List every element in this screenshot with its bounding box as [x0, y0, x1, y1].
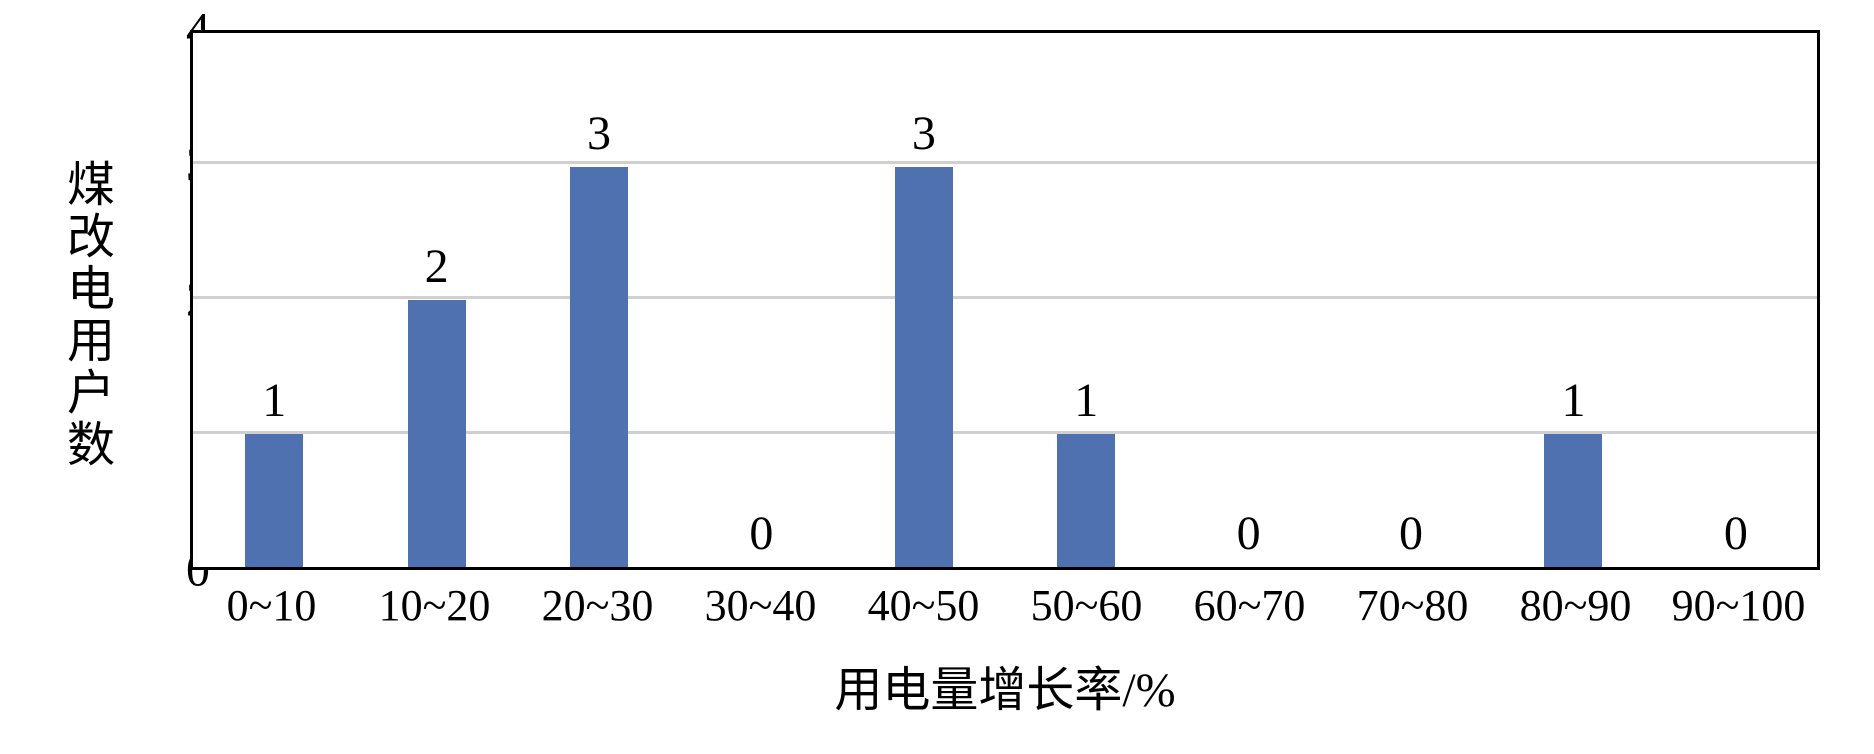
bar-value-label: 2: [425, 239, 449, 294]
plot-area: 1 2 3 0 3 1 0: [190, 30, 1820, 570]
bar-value-label: 0: [1724, 506, 1748, 561]
x-tick-label: 0~10: [190, 580, 353, 631]
bar-slot: 1: [1005, 33, 1167, 567]
x-tick-label: 30~40: [679, 580, 842, 631]
bar-value-label: 3: [912, 106, 936, 161]
bar-slot: 2: [355, 33, 517, 567]
bar-value-label: 3: [587, 106, 611, 161]
bar-chart: 煤改电用户数 0 1 2 3 4 1 2 3 0: [50, 10, 1850, 744]
x-tick-label: 10~20: [353, 580, 516, 631]
bar-20-30: [570, 167, 628, 568]
x-tick-label: 70~80: [1331, 580, 1494, 631]
bar-slot: 1: [193, 33, 355, 567]
x-tick-label: 90~100: [1657, 580, 1820, 631]
bar-slot: 0: [1330, 33, 1492, 567]
bar-0-10: [245, 434, 303, 568]
bar-slot: 3: [518, 33, 680, 567]
x-tick-label: 60~70: [1168, 580, 1331, 631]
x-tick-label: 40~50: [842, 580, 1005, 631]
bar-value-label: 0: [749, 506, 773, 561]
x-ticks: 0~10 10~20 20~30 30~40 40~50 50~60 60~70…: [190, 580, 1820, 631]
bar-10-20: [408, 300, 466, 567]
bar-value-label: 0: [1399, 506, 1423, 561]
bar-50-60: [1057, 434, 1115, 568]
x-axis-label: 用电量增长率/%: [190, 650, 1820, 720]
bar-40-50: [895, 167, 953, 568]
x-tick-label: 20~30: [516, 580, 679, 631]
bar-value-label: 1: [1561, 373, 1585, 428]
bar-80-90: [1544, 434, 1602, 568]
bar-value-label: 1: [1074, 373, 1098, 428]
bar-value-label: 1: [262, 373, 286, 428]
bar-slot: 3: [843, 33, 1005, 567]
bars-container: 1 2 3 0 3 1 0: [193, 33, 1817, 567]
bar-slot: 0: [1167, 33, 1329, 567]
bar-slot: 0: [1655, 33, 1817, 567]
y-axis-label: 煤改电用户数: [50, 159, 120, 471]
bar-slot: 0: [680, 33, 842, 567]
bar-slot: 1: [1492, 33, 1654, 567]
bar-value-label: 0: [1237, 506, 1261, 561]
x-tick-label: 50~60: [1005, 580, 1168, 631]
x-tick-label: 80~90: [1494, 580, 1657, 631]
